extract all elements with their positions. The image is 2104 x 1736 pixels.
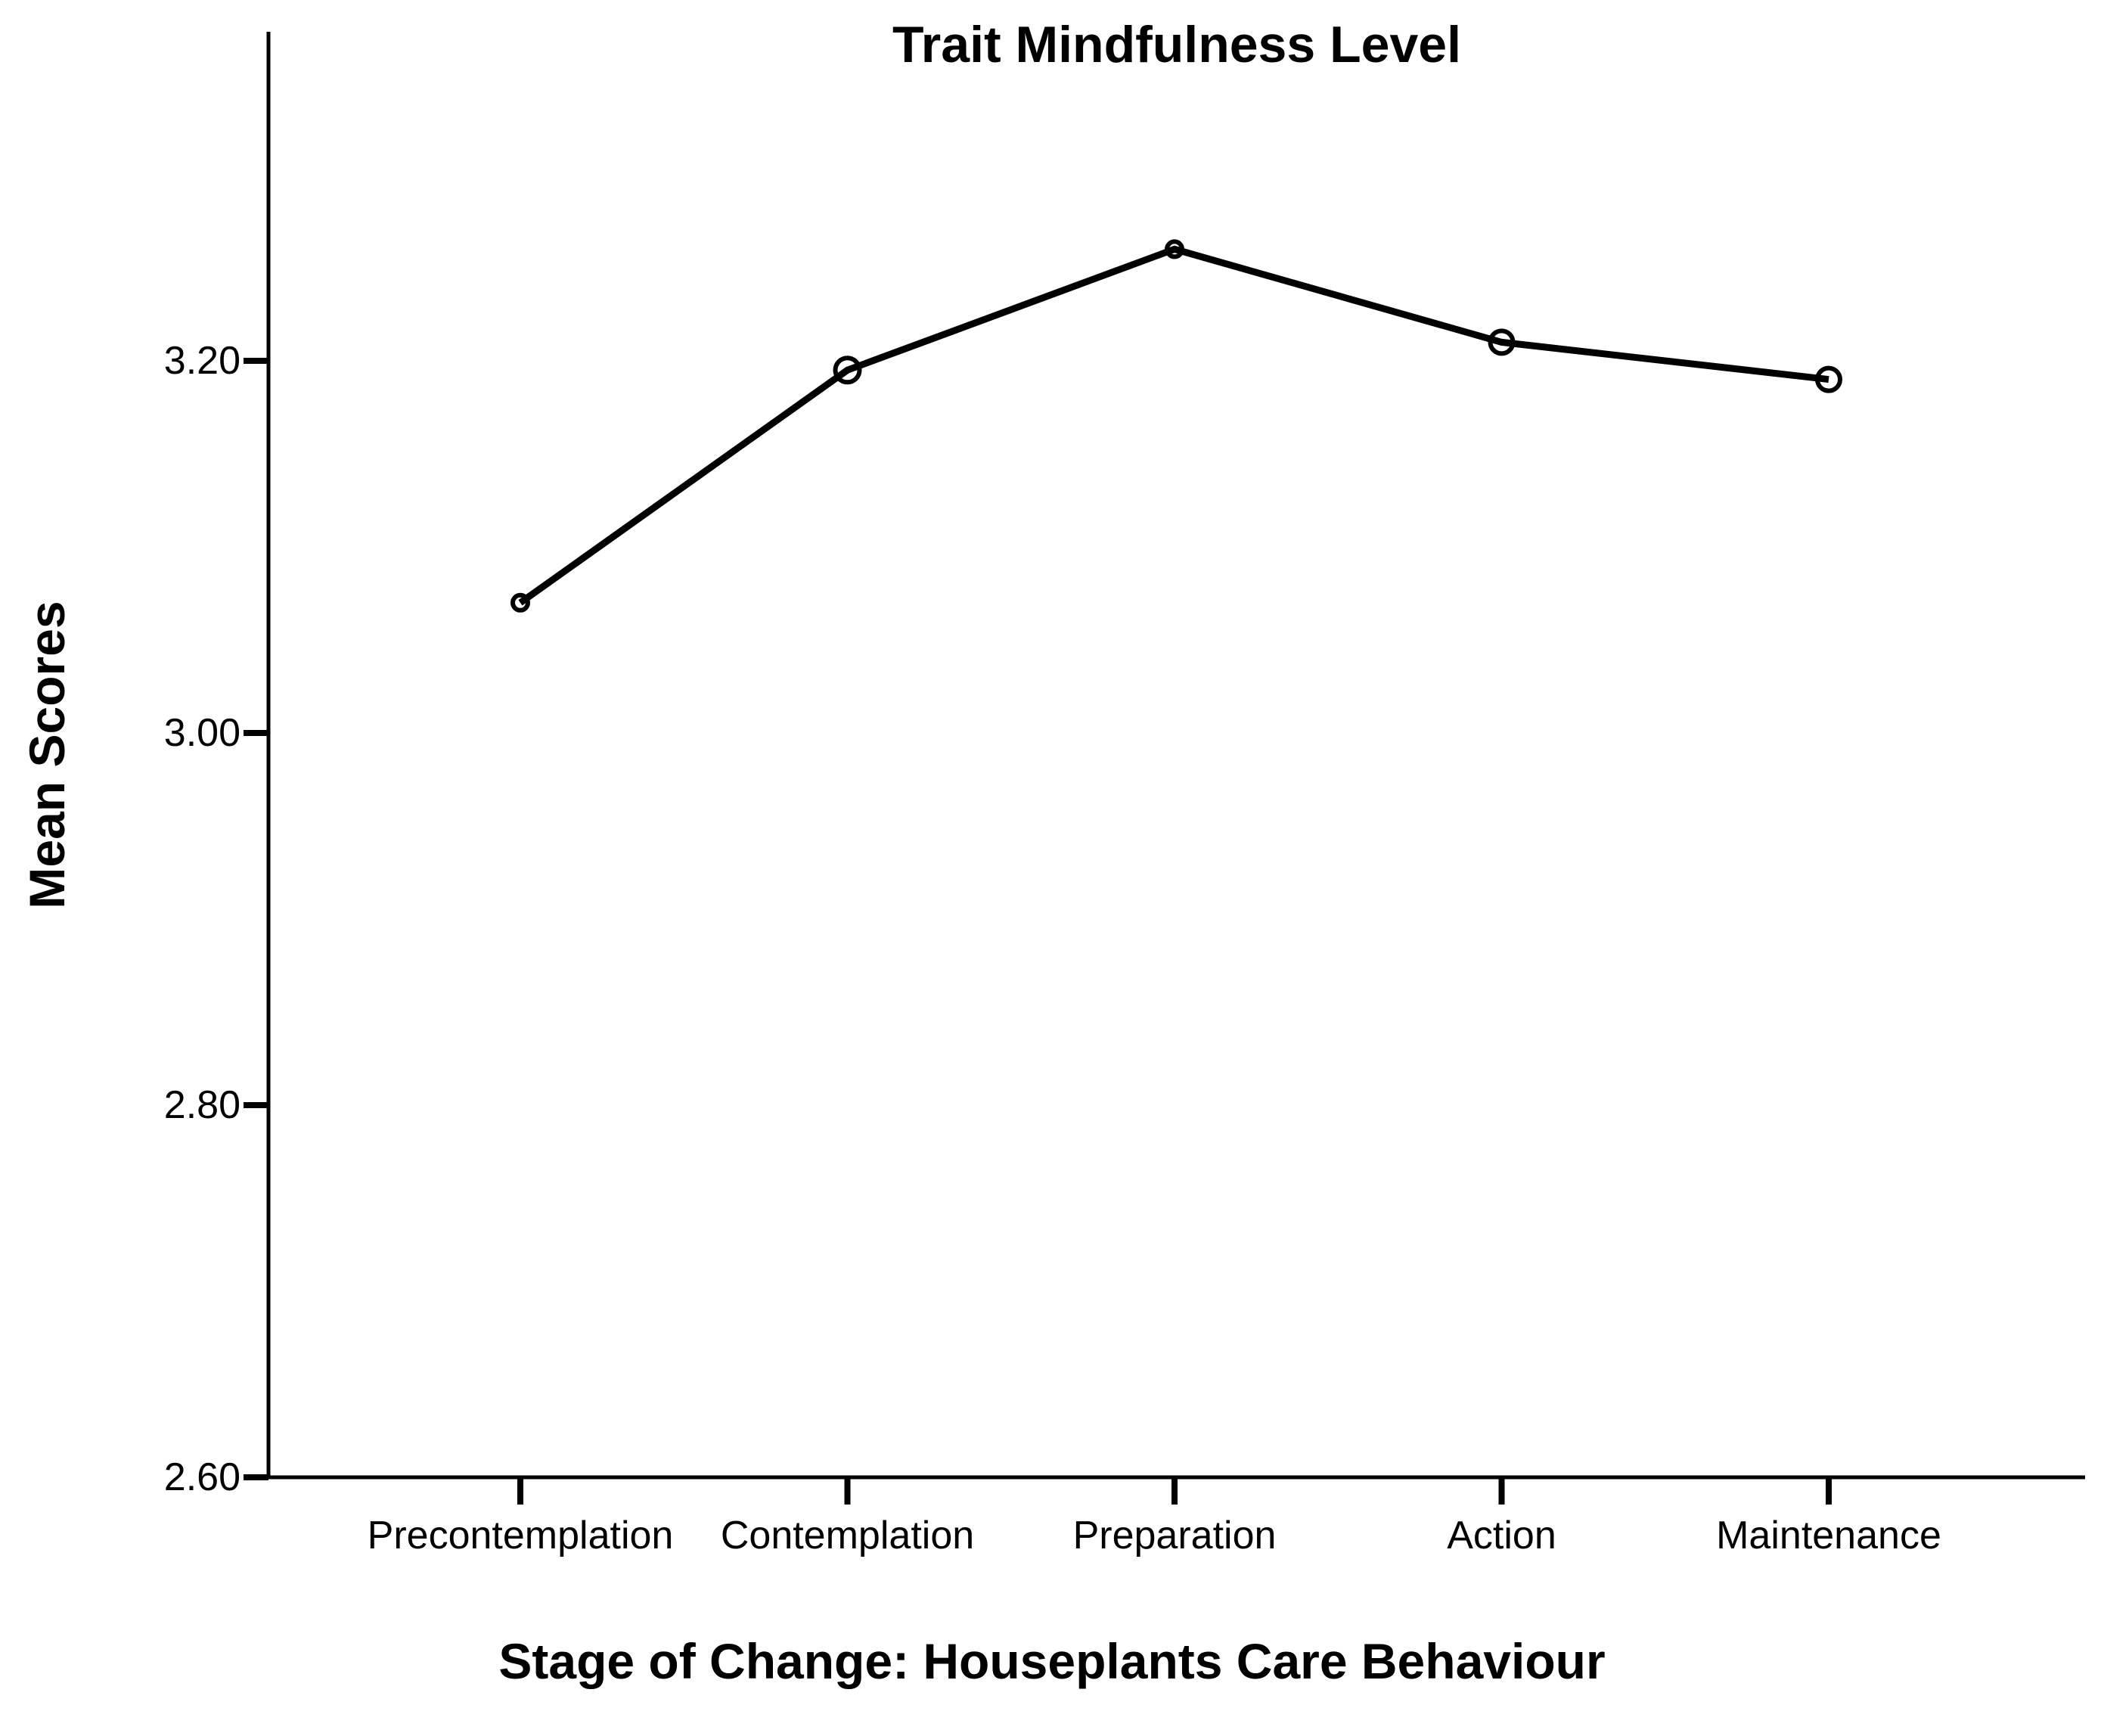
data-point-marker (1815, 365, 1842, 393)
x-category-label: Contemplation (720, 1514, 975, 1557)
data-point-marker (833, 356, 862, 385)
x-category-label: Precontemplation (367, 1514, 674, 1557)
x-axis-title: Stage of Change: Houseplants Care Behavi… (498, 1633, 1606, 1689)
y-tick-label: 2.80 (163, 1083, 241, 1127)
data-point-marker (510, 592, 530, 613)
y-tick-label: 3.20 (163, 339, 241, 383)
data-line (518, 245, 1829, 606)
chart-title: Trait Mindfulness Level (892, 16, 1461, 73)
data-point-marker (1165, 239, 1184, 259)
x-category-label: Preparation (1072, 1514, 1277, 1557)
y-tick-label: 2.60 (163, 1455, 241, 1499)
x-category-label: Maintenance (1716, 1514, 1941, 1557)
x-category-label: Action (1447, 1514, 1556, 1557)
y-tick-label: 3.00 (163, 711, 241, 755)
data-point-marker (1488, 328, 1516, 356)
